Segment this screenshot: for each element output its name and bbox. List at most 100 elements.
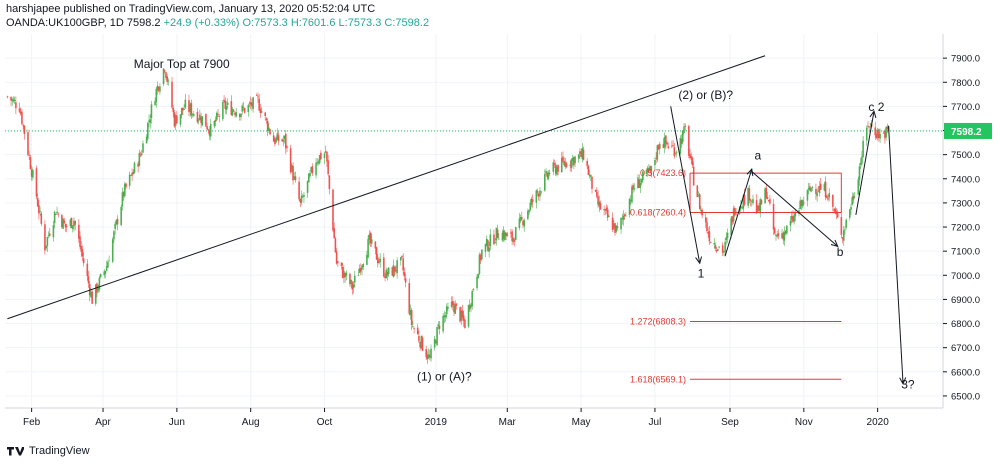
candle-up bbox=[776, 235, 778, 237]
candle-up bbox=[352, 284, 355, 289]
candle-up bbox=[793, 215, 795, 222]
candle-down bbox=[327, 160, 329, 175]
candle-down bbox=[819, 183, 822, 190]
candle-down bbox=[792, 215, 794, 222]
candle-down bbox=[749, 199, 752, 201]
candle-up bbox=[631, 186, 633, 203]
price-tick-label: 7700.0 bbox=[951, 102, 980, 113]
candle-down bbox=[378, 261, 380, 263]
candle-down bbox=[760, 199, 763, 205]
candle-up bbox=[859, 162, 862, 165]
candle-down bbox=[827, 197, 829, 200]
candle-down bbox=[172, 107, 175, 113]
candle-down bbox=[878, 129, 880, 139]
candlestick-chart[interactable]: 0.5(7423.6) 0.618(7260.4) 1.272(6808.3) 1.6… bbox=[5, 34, 994, 432]
candle-down bbox=[55, 214, 57, 215]
candle-down bbox=[341, 267, 344, 278]
candle-down bbox=[320, 152, 322, 160]
wave-arrow-line bbox=[670, 106, 701, 264]
candle-down bbox=[10, 96, 12, 101]
candle-up bbox=[114, 223, 116, 230]
candle-up bbox=[357, 274, 360, 276]
candle-up bbox=[869, 123, 872, 125]
chart-area[interactable]: 0.5(7423.6) 0.618(7260.4) 1.272(6808.3) 1.6… bbox=[5, 34, 994, 432]
candle-up bbox=[700, 209, 702, 211]
candle-down bbox=[6, 96, 9, 98]
candle-down bbox=[166, 76, 168, 82]
candle-up bbox=[639, 182, 642, 188]
candle-down bbox=[536, 190, 539, 193]
candle-up bbox=[535, 190, 538, 203]
candle-up bbox=[156, 85, 159, 91]
tradingview-footer[interactable]: TradingView bbox=[6, 445, 90, 457]
candle-up bbox=[570, 159, 573, 169]
candle-down bbox=[766, 197, 769, 200]
candle-up bbox=[345, 272, 348, 276]
candle-down bbox=[671, 145, 673, 147]
candle-down bbox=[696, 185, 699, 197]
publisher-line: harshjapee published on TradingView.com,… bbox=[6, 3, 376, 15]
trendline bbox=[7, 55, 766, 320]
candle-up bbox=[861, 156, 863, 164]
candle-down bbox=[680, 139, 683, 144]
candle-down bbox=[410, 309, 413, 325]
candle-down bbox=[562, 156, 564, 162]
candle-down bbox=[65, 226, 68, 227]
candle-down bbox=[707, 232, 709, 234]
candle-down bbox=[337, 261, 339, 264]
candle-down bbox=[376, 258, 379, 264]
candle-up bbox=[183, 109, 185, 110]
candle-up bbox=[39, 211, 41, 213]
candle-up bbox=[807, 187, 810, 190]
candle-up bbox=[747, 188, 749, 206]
candle-down bbox=[867, 125, 869, 127]
candle-up bbox=[530, 198, 533, 205]
candle-down bbox=[224, 100, 227, 109]
last-price: 7598.2 bbox=[126, 17, 161, 29]
candle-down bbox=[391, 267, 394, 276]
candle-down bbox=[173, 112, 176, 127]
candle-down bbox=[91, 291, 93, 304]
candle-up bbox=[625, 215, 627, 217]
candle-down bbox=[258, 98, 260, 111]
candle-up bbox=[97, 288, 99, 291]
candle-down bbox=[531, 199, 534, 202]
candle-down bbox=[63, 220, 66, 224]
candle-down bbox=[281, 139, 283, 142]
candle-down bbox=[665, 135, 667, 144]
price-tick-label: 7300.0 bbox=[951, 198, 980, 209]
fib-level-label: 1.618(6569.1) bbox=[630, 374, 686, 384]
price-tick-label: 7800.0 bbox=[951, 78, 980, 89]
price-tick-label: 7100.0 bbox=[951, 247, 980, 258]
candle-up bbox=[412, 325, 414, 327]
candle-up bbox=[564, 161, 567, 168]
candle-up bbox=[107, 261, 109, 268]
candle-down bbox=[468, 304, 471, 310]
candle-up bbox=[654, 159, 656, 166]
candle-down bbox=[182, 107, 184, 111]
candle-up bbox=[810, 187, 812, 192]
candle-up bbox=[759, 199, 762, 214]
candle-up bbox=[742, 195, 745, 209]
candle-up bbox=[73, 220, 75, 226]
candle-up bbox=[430, 348, 432, 359]
candle-down bbox=[289, 148, 292, 173]
candle-down bbox=[461, 310, 464, 318]
candle-down bbox=[200, 117, 202, 123]
candle-up bbox=[399, 257, 402, 261]
candle-down bbox=[721, 245, 724, 253]
candle-up bbox=[443, 315, 446, 318]
candle-down bbox=[649, 166, 651, 172]
wave-arrow-head bbox=[746, 168, 754, 177]
candle-up bbox=[162, 68, 165, 85]
candle-down bbox=[413, 328, 415, 330]
candle-down bbox=[324, 151, 327, 153]
fib-level-label: 0.618(7260.4) bbox=[630, 207, 686, 217]
candle-up bbox=[301, 196, 304, 198]
candle-down bbox=[455, 303, 458, 306]
candle-down bbox=[511, 231, 513, 242]
candle-up bbox=[361, 265, 363, 270]
candle-up bbox=[512, 237, 515, 242]
candle-up bbox=[842, 230, 845, 241]
candle-down bbox=[594, 189, 597, 192]
